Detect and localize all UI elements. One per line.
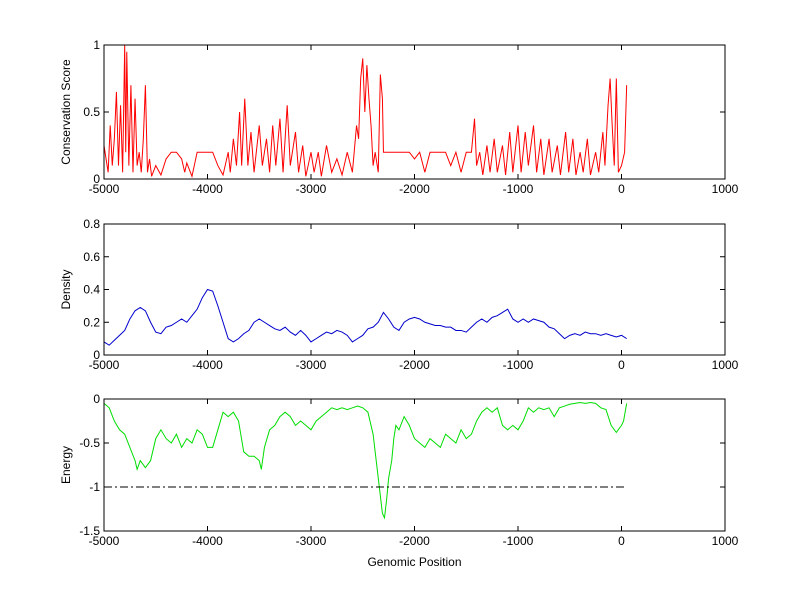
x-axis-label: Genomic Position: [367, 555, 461, 569]
x-tick-label: -5000: [89, 534, 120, 548]
y-tick-label: 0.6: [83, 250, 100, 264]
axes-background: [104, 45, 725, 179]
y-axis-label: Density: [59, 269, 73, 309]
x-tick-label: 1000: [712, 182, 739, 196]
y-tick-label: 0.4: [83, 283, 100, 297]
data-line: [103, 44, 628, 179]
x-tick-label: -5000: [89, 358, 120, 372]
axes-background: [104, 399, 725, 531]
x-tick-label: -5000: [89, 182, 120, 196]
x-tick-label: -2000: [399, 358, 430, 372]
y-axis-label: Energy: [59, 446, 73, 484]
y-tick-label: -1.5: [79, 524, 100, 538]
x-tick-label: -3000: [296, 182, 327, 196]
x-tick-label: -4000: [192, 182, 223, 196]
y-tick-label: 0.5: [83, 105, 100, 119]
data-line: [103, 402, 628, 520]
x-tick-label: 0: [618, 534, 625, 548]
y-tick-label: 0: [93, 172, 100, 186]
axes-box: [103, 223, 726, 356]
x-tick-label: -1000: [503, 182, 534, 196]
x-tick-label: -1000: [503, 358, 534, 372]
x-tick-label: -4000: [192, 534, 223, 548]
x-tick-label: 1000: [712, 358, 739, 372]
x-tick-label: -3000: [296, 358, 327, 372]
y-tick-label: 1: [93, 38, 100, 52]
x-tick-label: 0: [618, 358, 625, 372]
y-tick-label: -1: [89, 480, 100, 494]
x-tick-label: -2000: [399, 182, 430, 196]
y-tick-label: 0: [93, 348, 100, 362]
y-tick-label: 0.8: [83, 217, 100, 231]
x-tick-label: -4000: [192, 358, 223, 372]
axes-box: [103, 44, 726, 180]
axes-background: [104, 224, 725, 355]
y-tick-label: 0.2: [83, 315, 100, 329]
axes-box: [103, 398, 726, 532]
x-tick-label: -2000: [399, 534, 430, 548]
x-tick-label: 1000: [712, 534, 739, 548]
data-line: [103, 288, 627, 346]
y-tick-label: -0.5: [79, 436, 100, 450]
y-axis-label: Conservation Score: [59, 59, 73, 165]
x-tick-label: 0: [618, 182, 625, 196]
x-tick-label: -3000: [296, 534, 327, 548]
x-tick-label: -1000: [503, 534, 534, 548]
y-tick-label: 0: [93, 392, 100, 406]
